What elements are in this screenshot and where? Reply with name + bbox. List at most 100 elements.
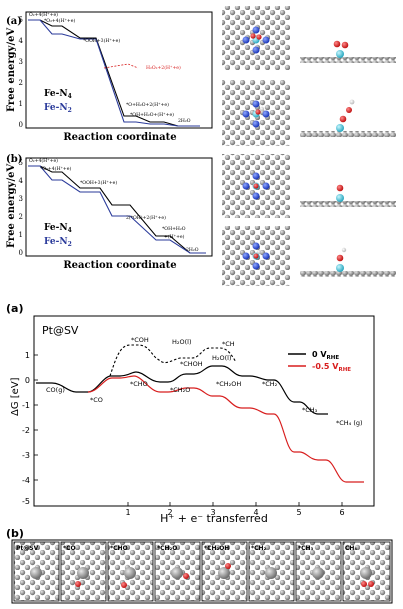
- slab-row: [300, 201, 396, 207]
- structure-column-sideview: [300, 40, 396, 277]
- bottom-b-tile-label: *CO: [63, 545, 76, 552]
- bottom-a-label-ch2oh: *CH₂OH: [216, 380, 241, 388]
- bottom-a-label-cho: *CHO: [130, 380, 148, 388]
- sideview-structure-1: [300, 40, 396, 63]
- bottom-a-xtick: 4: [253, 508, 258, 517]
- bottom-a-label-choh: *CHOH: [180, 360, 203, 368]
- bottom-b-tile: *CH₂OH: [201, 541, 248, 602]
- top-a-ytick: 2: [19, 79, 23, 87]
- bottom-b-panel-label: (b): [6, 527, 24, 540]
- bottom-b-tile: *CHO: [107, 541, 154, 602]
- bottom-b-tile: *CH₂O: [154, 541, 201, 602]
- top-b-panel-label: (b): [6, 154, 22, 165]
- top-b-label-o2-ads: *O₂+4(H⁺+e): [40, 165, 71, 172]
- bottom-a-axes-frame: [33, 315, 375, 507]
- top-b-ytick: 5: [19, 159, 23, 167]
- top-b-ytick: 4: [19, 177, 24, 185]
- top-a-axes-frame: [25, 11, 213, 129]
- top-b-label-2h2o: 2H₂O: [186, 247, 199, 253]
- bottom-a-panel-label: (a): [6, 302, 23, 315]
- structure-column-topview: [222, 6, 290, 286]
- top-b-series-fe-n4: [28, 165, 206, 254]
- bottom-a-ytick: 1: [25, 351, 30, 360]
- bottom-b-tile: *CH₂: [248, 541, 295, 602]
- legend-label-0v: 0 VRHE: [312, 350, 339, 361]
- top-a-series-fe-n2: [28, 19, 200, 127]
- top-b-ytick: 1: [19, 231, 23, 239]
- top-b-legend-fe-n4: Fe-N4: [44, 223, 72, 234]
- slab-row: [300, 57, 396, 63]
- slab-row: [300, 131, 396, 137]
- bottom-a-ytick: 0: [25, 376, 30, 385]
- bottom-b-tile-label: *CH₃: [298, 545, 314, 552]
- bottom-a-ytick: -5: [22, 497, 30, 506]
- topview-structure-4: [222, 226, 290, 286]
- top-a-label-o2: O₂+4(H⁺+e): [29, 11, 58, 18]
- top-a-ylabel: Free energy/eV: [6, 28, 17, 112]
- bottom-a-label-co: *CO: [90, 396, 103, 404]
- top-b-ytick: 3: [19, 195, 23, 203]
- top-a-label-o2-ads: *O₂+4(H⁺+e): [44, 17, 75, 24]
- top-a-ytick: 1: [19, 100, 23, 108]
- topview-structure-1: [222, 6, 290, 70]
- top-a-legend-fe-n4: Fe-N4: [44, 89, 72, 100]
- top-b-label-2oh: 2(*OH)+2(H⁺+e): [126, 214, 166, 221]
- bottom-b-tile: *CH₃: [295, 541, 342, 602]
- top-a-label-o: *O+H₂O+2(H⁺+e): [126, 101, 169, 108]
- bottom-b-tile: CH₄: [342, 541, 391, 602]
- bottom-a-xtick: 5: [296, 508, 301, 517]
- top-a-label-2h2o: 2H₂O: [178, 118, 191, 124]
- bottom-a-ytick: -4: [22, 476, 30, 485]
- bottom-a-label-coh: *COH: [131, 336, 149, 344]
- bottom-a-label-ch4: *CH₄ (g): [336, 419, 363, 427]
- bottom-b-tile-label: CH₄: [345, 545, 357, 552]
- bottom-b-tile-label: *CHO: [110, 545, 128, 552]
- bottom-b-tile: *CO: [60, 541, 107, 602]
- bottom-a-xtick: 3: [210, 508, 215, 517]
- top-a-h2o2-branch: [103, 63, 139, 69]
- top-a-series-fe-n4: [28, 19, 200, 127]
- top-a-ytick: 5: [19, 16, 23, 24]
- top-b-legend-fe-n2: Fe-N2: [44, 237, 72, 248]
- topview-structure-3: [222, 154, 290, 218]
- top-b-ytick: 2: [19, 213, 23, 221]
- bottom-a-ytick: -2: [22, 426, 30, 435]
- sideview-structure-2: [300, 99, 396, 137]
- top-b-axes-frame: [25, 157, 213, 257]
- top-a-label-oh: *OH+H₂O+(H⁺+e): [130, 111, 174, 118]
- bottom-a-label-h2o-2: H₂O(l): [212, 354, 232, 362]
- bottom-b-tile-label: *CH₂O: [157, 545, 177, 552]
- top-a-panel-label: (a): [6, 16, 22, 27]
- top-b-label-he: +(H⁺+e): [164, 233, 185, 240]
- bottom-panel-b: (b) Pt@SV *CO *CHO *CH₂O *CH₂OH: [6, 527, 393, 604]
- legend-label-neg05v: -0.5 VRHE: [312, 362, 351, 373]
- bottom-a-legend: 0 VRHE -0.5 VRHE: [288, 350, 351, 373]
- bottom-a-xtick: 2: [167, 508, 172, 517]
- slab-row: [300, 271, 396, 277]
- top-b-label-oh: *OH+H₂O: [162, 226, 186, 232]
- top-a-xlabel: Reaction coordinate: [63, 132, 176, 143]
- bottom-a-label-co-g: CO(g): [46, 386, 65, 394]
- bottom-b-tile-label: Pt@SV: [16, 545, 39, 552]
- bottom-b-tile: Pt@SV: [13, 541, 60, 602]
- bottom-a-ytick: -3: [22, 451, 30, 460]
- bottom-a-label-ch: *CH: [222, 340, 235, 348]
- top-a-ytick: 0: [19, 121, 23, 129]
- bottom-a-series-coh-branch: [109, 344, 237, 377]
- top-a-label-ooh: *OOH+3(H⁺+e): [83, 37, 120, 44]
- bottom-a-ytick: -1: [22, 401, 30, 410]
- bottom-a-ylabel: ΔG [eV]: [10, 377, 21, 416]
- bottom-a-xtick: 1: [125, 508, 130, 517]
- top-b-label-o2: O₂+4(H⁺+e): [29, 157, 58, 164]
- top-b-ylabel: Free energy/eV: [6, 164, 17, 248]
- bottom-a-system-title: Pt@SV: [42, 324, 79, 337]
- bottom-a-xlabel: H⁺ + e⁻ transferred: [160, 512, 268, 525]
- top-a-ytick: 3: [19, 58, 23, 66]
- bottom-a-label-ch2: *CH₂: [262, 380, 278, 388]
- topview-structure-2: [222, 80, 290, 146]
- bottom-b-tile-label: *CH₂OH: [204, 545, 229, 552]
- bottom-a-label-ch2o: *CH₂O: [170, 386, 190, 394]
- sideview-structure-3: [300, 184, 396, 207]
- top-panel-a: (a) Free energy/eV Reaction coordinate 0…: [6, 11, 213, 143]
